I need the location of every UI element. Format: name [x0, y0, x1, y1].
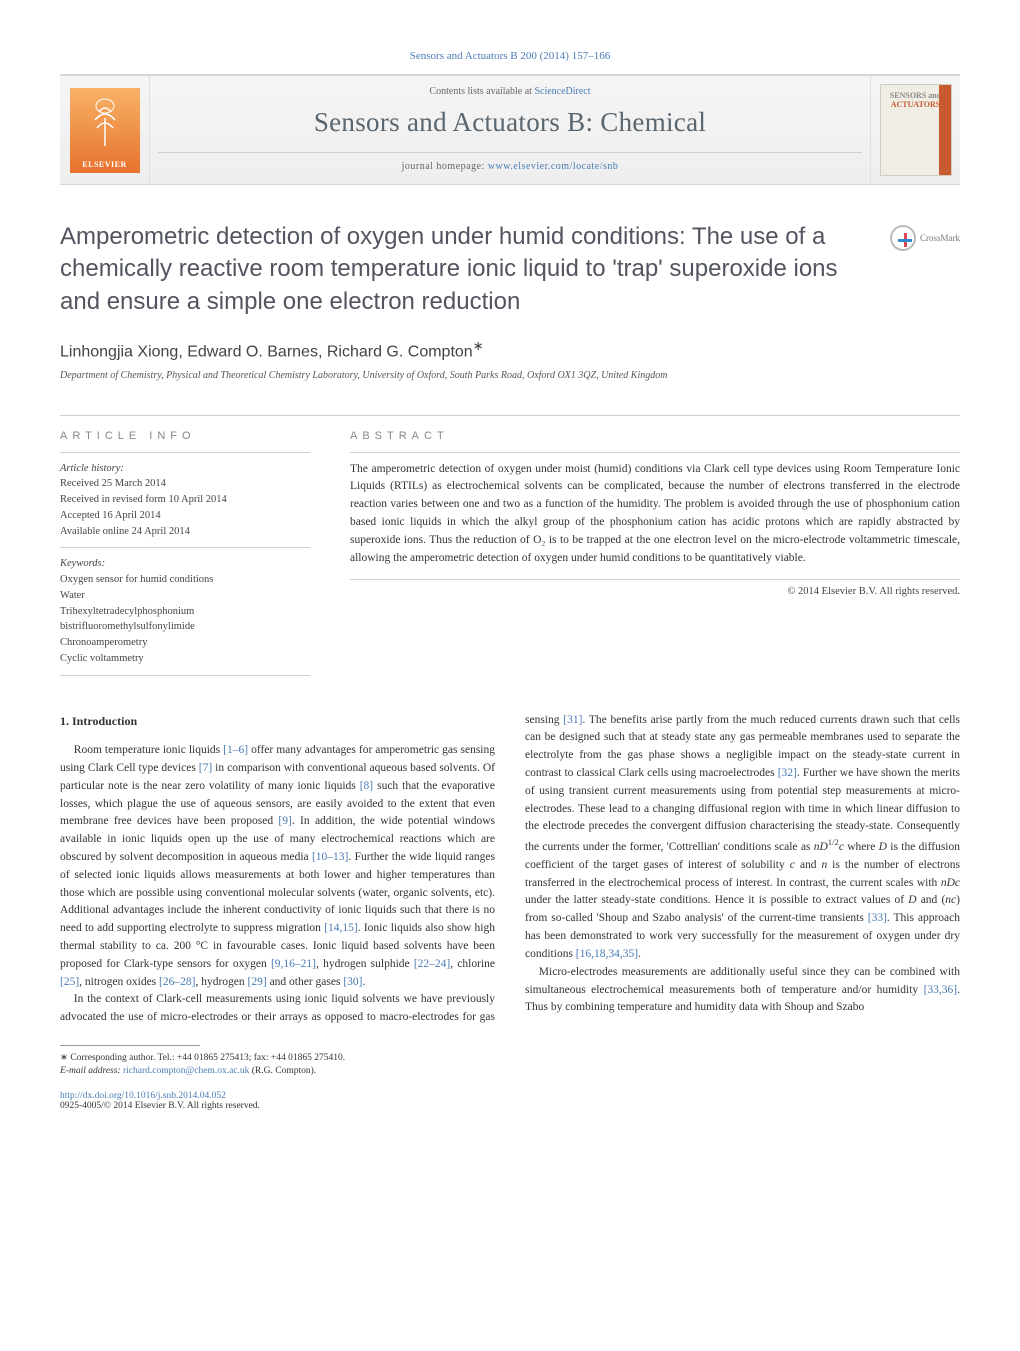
- crossmark-label: CrossMark: [920, 233, 960, 243]
- citation-link[interactable]: [9,16–21]: [271, 958, 316, 970]
- history-item: Accepted 16 April 2014: [60, 508, 310, 524]
- citation-link[interactable]: [8]: [360, 780, 373, 792]
- keyword: Oxygen sensor for humid conditions: [60, 572, 310, 588]
- corresponding-marker: ∗: [473, 338, 484, 353]
- abstract-copyright: © 2014 Elsevier B.V. All rights reserved…: [350, 580, 960, 597]
- journal-reference: Sensors and Actuators B 200 (2014) 157–1…: [60, 50, 960, 62]
- body-text: 1. Introduction Room temperature ionic l…: [60, 712, 960, 1028]
- keywords-block: Keywords: Oxygen sensor for humid condit…: [60, 548, 310, 674]
- crossmark-icon: [890, 225, 916, 251]
- elsevier-tree-icon: [85, 98, 125, 148]
- keyword: Chronoamperometry: [60, 635, 310, 651]
- citation-link[interactable]: [10–13]: [312, 851, 348, 863]
- sciencedirect-link[interactable]: ScienceDirect: [534, 86, 590, 97]
- citation-link[interactable]: [30]: [343, 976, 362, 988]
- article-info-label: ARTICLE INFO: [60, 416, 310, 452]
- journal-cover-thumbnail: SENSORS and ACTUATORS: [870, 76, 960, 184]
- section-heading: 1. Introduction: [60, 712, 495, 731]
- affiliation: Department of Chemistry, Physical and Th…: [60, 370, 960, 381]
- history-item: Received 25 March 2014: [60, 476, 310, 492]
- citation-link[interactable]: [22–24]: [414, 958, 450, 970]
- footnotes: ∗ Corresponding author. Tel.: +44 01865 …: [60, 1052, 960, 1079]
- journal-header-band: ELSEVIER Contents lists available at Sci…: [60, 74, 960, 185]
- citation-link[interactable]: [14,15]: [324, 922, 358, 934]
- citation-link[interactable]: [32]: [778, 767, 797, 779]
- body-paragraph: Room temperature ionic liquids [1–6] off…: [60, 742, 495, 991]
- history-item: Received in revised form 10 April 2014: [60, 492, 310, 508]
- citation-link[interactable]: [1–6]: [223, 744, 248, 756]
- citation-link[interactable]: [25]: [60, 976, 79, 988]
- author-list: Linhongjia Xiong, Edward O. Barnes, Rich…: [60, 338, 960, 361]
- citation-link[interactable]: [31]: [563, 714, 582, 726]
- abstract-text: The amperometric detection of oxygen und…: [350, 453, 960, 580]
- journal-title: Sensors and Actuators B: Chemical: [158, 107, 862, 153]
- homepage-link[interactable]: www.elsevier.com/locate/snb: [488, 161, 619, 172]
- rule: [60, 675, 310, 676]
- footnote-separator: [60, 1045, 200, 1046]
- homepage-prefix: journal homepage:: [402, 161, 488, 172]
- citation-link[interactable]: [29]: [248, 976, 267, 988]
- citation-link[interactable]: [9]: [278, 815, 291, 827]
- corresponding-author-note: ∗ Corresponding author. Tel.: +44 01865 …: [60, 1052, 960, 1065]
- author: Linhongjia Xiong: [60, 344, 178, 361]
- email-label: E-mail address:: [60, 1066, 123, 1076]
- citation-link[interactable]: [7]: [199, 762, 212, 774]
- article-history: Article history: Received 25 March 2014 …: [60, 453, 310, 548]
- cover-line-2: ACTUATORS: [891, 100, 941, 109]
- citation-link[interactable]: [33]: [868, 912, 887, 924]
- author: Edward O. Barnes: [187, 344, 318, 361]
- journal-homepage: journal homepage: www.elsevier.com/locat…: [158, 161, 862, 172]
- body-paragraph: Micro-electrodes measurements are additi…: [525, 964, 960, 1017]
- article-title: Amperometric detection of oxygen under h…: [60, 221, 960, 318]
- history-item: Available online 24 April 2014: [60, 524, 310, 540]
- history-label: Article history:: [60, 461, 310, 477]
- keyword: Cyclic voltammetry: [60, 651, 310, 667]
- citation-link[interactable]: [33,36]: [924, 984, 958, 996]
- cover-stripe: [939, 85, 951, 175]
- keyword: Water: [60, 588, 310, 604]
- crossmark-badge[interactable]: CrossMark: [890, 225, 960, 251]
- author: Richard G. Compton: [327, 344, 473, 361]
- footer-block: http://dx.doi.org/10.1016/j.snb.2014.04.…: [60, 1091, 960, 1111]
- keyword: Trihexyltetradecylphosphonium bistrifluo…: [60, 604, 310, 636]
- publisher-logo: ELSEVIER: [60, 76, 150, 184]
- contents-prefix: Contents lists available at: [429, 86, 534, 97]
- keywords-label: Keywords:: [60, 556, 310, 572]
- citation-link[interactable]: [26–28]: [159, 976, 195, 988]
- abstract-label: ABSTRACT: [350, 416, 960, 452]
- citation-link[interactable]: [16,18,34,35]: [576, 948, 638, 960]
- email-link[interactable]: richard.compton@chem.ox.ac.uk: [123, 1066, 249, 1076]
- publisher-name: ELSEVIER: [82, 160, 126, 169]
- contents-line: Contents lists available at ScienceDirec…: [158, 86, 862, 97]
- issn-copyright: 0925-4005/© 2014 Elsevier B.V. All right…: [60, 1101, 960, 1111]
- doi-link[interactable]: http://dx.doi.org/10.1016/j.snb.2014.04.…: [60, 1091, 226, 1101]
- email-person: (R.G. Compton).: [249, 1066, 316, 1076]
- cover-line-1: SENSORS and: [890, 91, 941, 100]
